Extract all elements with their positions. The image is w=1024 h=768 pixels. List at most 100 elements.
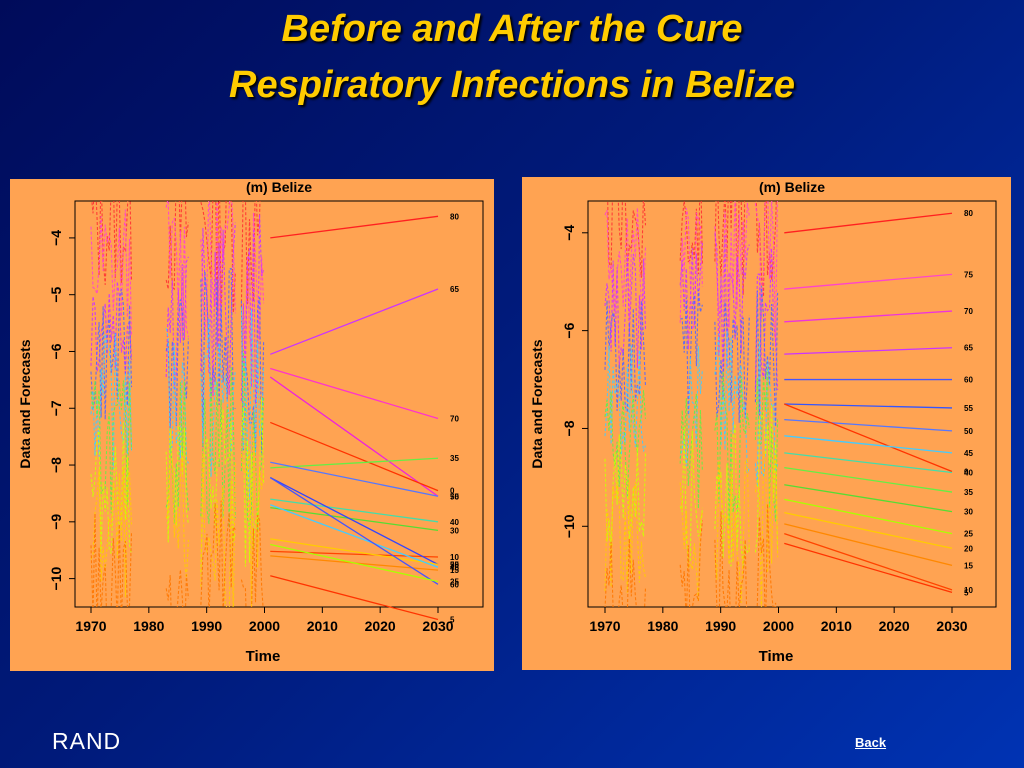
forecast-label-65: 65: [450, 285, 459, 294]
history-series-1: [165, 201, 189, 340]
x-tick-label-1980: 1980: [133, 618, 164, 634]
chart-title: (m) Belize: [246, 179, 312, 195]
forecast-line-75: [784, 273, 953, 290]
rand-logo: RAND: [52, 728, 122, 754]
forecast-line-45: [784, 435, 953, 454]
history-series-5: [200, 366, 236, 528]
forecast-line-55: [269, 476, 439, 565]
forecast-label-15: 15: [450, 566, 459, 575]
history-series-2: [754, 248, 779, 391]
x-tick-label-1970: 1970: [589, 618, 620, 634]
forecast-label-55: 55: [450, 560, 459, 569]
history-series-5: [90, 380, 133, 514]
history-series-7: [165, 455, 189, 581]
forecast-line-0: [784, 403, 953, 473]
history-series-8: [90, 513, 133, 607]
forecast-line-30: [270, 506, 439, 531]
forecast-line-20: [784, 511, 953, 549]
history-series-8: [756, 503, 777, 607]
history-series-4: [90, 333, 133, 470]
forecast-label-0: 0: [964, 468, 969, 477]
x-tick-label-1990: 1990: [191, 618, 222, 634]
history-series-8: [240, 515, 264, 607]
history-series-7: [90, 467, 133, 598]
forecast-line-80: [784, 212, 953, 234]
forecast-label-20: 20: [964, 544, 973, 553]
forecast-line-70: [270, 367, 439, 420]
forecast-line-45: [270, 504, 439, 568]
history-series-2: [200, 222, 236, 397]
x-tick-label-2000: 2000: [763, 618, 794, 634]
history-series-6: [200, 409, 236, 573]
forecast-label-0: 0: [450, 487, 455, 496]
forecast-label-50: 50: [450, 492, 459, 501]
history-series-8: [200, 500, 236, 607]
history-series-5: [165, 381, 189, 524]
x-tick-label-2010: 2010: [821, 618, 852, 634]
plot-frame: [587, 200, 997, 608]
y-tick-label--5: −5: [48, 287, 64, 303]
forecast-label-80: 80: [450, 212, 459, 221]
history-series-0: [679, 201, 703, 275]
history-series-7: [714, 458, 750, 603]
history-series-4: [679, 346, 703, 467]
chart-panel-before: (m) Belize 1970 1980 1990 2000 2010 2020 2030 Ti…: [10, 179, 494, 671]
history-series-4: [240, 307, 265, 500]
forecast-line-80: [270, 215, 439, 239]
history-series-0: [165, 201, 189, 291]
history-series-8: [165, 569, 189, 607]
forecast-label-15: 15: [964, 561, 973, 570]
forecast-line-70: [784, 310, 953, 323]
history-series-4: [754, 340, 779, 487]
x-tick-label-2030: 2030: [936, 618, 967, 634]
history-series-0: [91, 201, 133, 285]
forecast-line-5: [270, 575, 439, 621]
y-tick-label--7: −7: [48, 400, 64, 416]
history-series-6: [90, 422, 133, 555]
x-tick-label-2030: 2030: [422, 618, 453, 634]
history-series-8: [714, 511, 748, 607]
x-tick-label-2010: 2010: [307, 618, 338, 634]
history-series-7: [200, 453, 236, 607]
forecast-line-10: [784, 533, 953, 591]
forecast-label-65: 65: [964, 344, 973, 353]
history-series-6: [165, 425, 189, 543]
x-tick-label-2000: 2000: [249, 618, 280, 634]
forecast-line-15: [784, 523, 953, 567]
history-series-7: [604, 478, 647, 593]
plot-frame: [74, 200, 484, 608]
history-series-1: [604, 207, 647, 318]
forecast-label-45: 45: [964, 449, 973, 458]
history-series-5: [604, 390, 647, 498]
history-series-7: [679, 482, 703, 602]
history-series-0: [607, 201, 647, 278]
back-link[interactable]: Back: [855, 735, 887, 750]
history-series-6: [679, 427, 703, 561]
history-series-0: [755, 201, 777, 297]
forecast-line-30: [784, 484, 953, 513]
forecast-label-75: 75: [964, 270, 973, 279]
history-series-1: [90, 209, 133, 336]
forecast-line-5: [784, 542, 953, 593]
forecast-label-40: 40: [450, 518, 459, 527]
forecast-line-60: [269, 476, 439, 585]
forecast-label-10: 10: [964, 586, 973, 595]
forecast-line-35: [270, 457, 439, 469]
history-series-1: [754, 201, 778, 347]
history-series-1: [714, 201, 750, 328]
forecast-label-45: 45: [450, 563, 459, 572]
y-axis-label: Data and Forecasts: [17, 339, 33, 468]
forecast-line-25: [784, 498, 953, 535]
history-series-6: [754, 405, 779, 553]
forecast-label-35: 35: [964, 488, 973, 497]
x-tick-label-2020: 2020: [365, 618, 396, 634]
forecast-label-70: 70: [964, 307, 973, 316]
y-tick-label--10: −10: [48, 567, 64, 591]
x-axis-label: Time: [246, 648, 281, 665]
y-tick-label--10: −10: [561, 514, 577, 538]
history-series-3: [165, 299, 189, 432]
y-tick-label--4: −4: [48, 230, 64, 246]
history-series-3: [604, 300, 647, 412]
history-series-1: [679, 208, 703, 330]
